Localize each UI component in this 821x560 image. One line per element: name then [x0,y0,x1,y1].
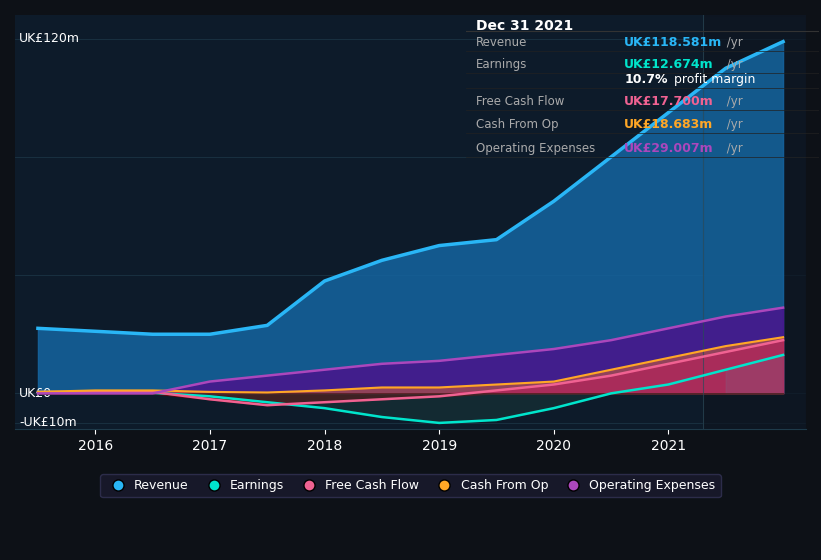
Text: profit margin: profit margin [670,73,755,86]
Text: 10.7%: 10.7% [624,73,667,86]
Text: UK£29.007m: UK£29.007m [624,142,714,155]
Text: /yr: /yr [723,95,743,108]
Text: Earnings: Earnings [476,58,527,71]
Bar [703,15,806,429]
Text: Operating Expenses: Operating Expenses [476,142,595,155]
Text: /yr: /yr [723,142,743,155]
Text: UK£12.674m: UK£12.674m [624,58,714,71]
Text: Cash From Op: Cash From Op [476,118,558,131]
Text: /yr: /yr [723,36,743,49]
Text: Dec 31 2021: Dec 31 2021 [476,19,573,33]
Text: Revenue: Revenue [476,36,527,49]
Text: UK£17.700m: UK£17.700m [624,95,714,108]
Text: UK£0: UK£0 [19,387,52,400]
Text: UK£118.581m: UK£118.581m [624,36,722,49]
Legend: Revenue, Earnings, Free Cash Flow, Cash From Op, Operating Expenses: Revenue, Earnings, Free Cash Flow, Cash … [100,474,721,497]
Text: UK£18.683m: UK£18.683m [624,118,713,131]
Text: /yr: /yr [723,118,743,131]
Text: UK£120m: UK£120m [19,32,80,45]
Text: -UK£10m: -UK£10m [19,417,76,430]
Text: Free Cash Flow: Free Cash Flow [476,95,565,108]
Text: /yr: /yr [723,58,743,71]
